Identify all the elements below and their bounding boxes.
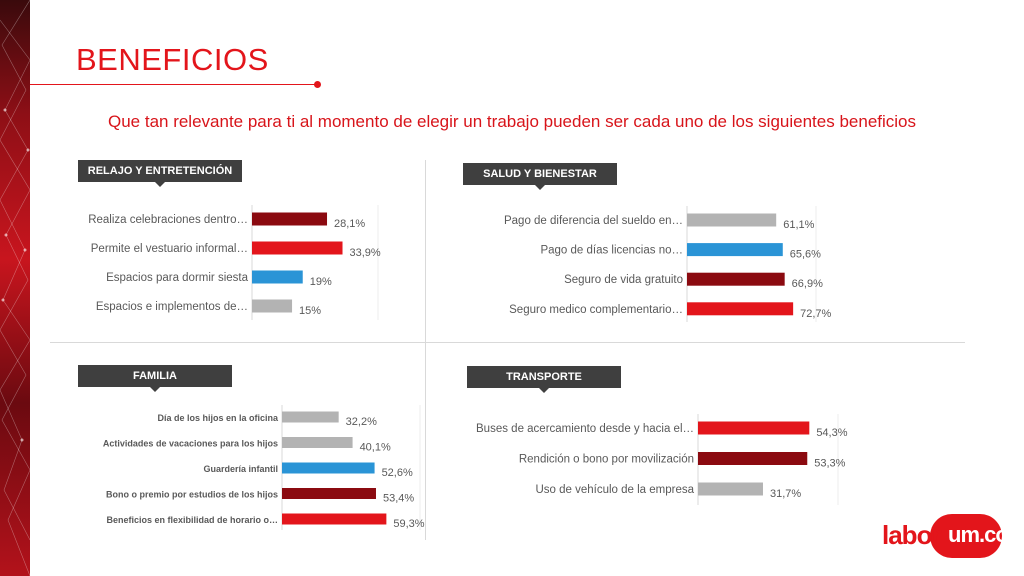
bar-salud-2 (687, 272, 785, 286)
category-label-familia-3: Bono o premio por estudios de los hijos (106, 490, 278, 500)
bar-salud-1 (687, 243, 783, 257)
vertical-divider (425, 160, 426, 540)
value-label-familia-1: 40,1% (360, 442, 391, 454)
value-label-transporte-0: 54,3% (816, 427, 847, 439)
value-label-salud-1: 65,6% (790, 249, 821, 261)
bar-familia-0 (282, 411, 339, 423)
bar-transporte-1 (698, 452, 808, 465)
logo-text-label: labor (882, 520, 942, 550)
bar-transporte-2 (698, 482, 763, 496)
category-label-transporte-2: Uso de vehículo de la empresa (535, 484, 694, 496)
category-label-familia-4: Beneficios en flexibilidad de horario o… (106, 515, 278, 525)
value-label-relajo-0: 28,1% (334, 218, 365, 230)
bar-relajo-1 (252, 241, 343, 255)
horizontal-divider (50, 342, 965, 343)
title-underline (30, 84, 318, 85)
title-underline-dot (314, 81, 321, 88)
value-label-familia-4: 59,3% (393, 518, 424, 530)
logo-text-accent: um.com (948, 522, 1024, 547)
bar-familia-3 (282, 488, 376, 499)
value-label-familia-2: 52,6% (382, 467, 413, 479)
bar-transporte-0 (698, 421, 810, 435)
bar-relajo-2 (252, 270, 303, 284)
value-label-transporte-1: 53,3% (814, 458, 845, 470)
category-label-salud-3: Seguro medico complementario… (509, 304, 683, 316)
value-label-familia-3: 53,4% (383, 493, 414, 505)
category-label-familia-2: Guardería infantil (203, 464, 278, 474)
category-label-transporte-0: Buses de acercamiento desde y hacia el… (476, 423, 694, 435)
category-label-relajo-0: Realiza celebraciones dentro… (88, 214, 248, 226)
category-label-salud-1: Pago de días licencias no… (540, 245, 683, 257)
decorative-side-strip (0, 0, 30, 576)
bar-familia-2 (282, 462, 375, 474)
bar-relajo-3 (252, 299, 293, 313)
category-label-familia-0: Día de los hijos en la oficina (157, 413, 279, 423)
category-label-familia-1: Actividades de vacaciones para los hijos (103, 439, 278, 449)
value-label-salud-2: 66,9% (792, 278, 823, 290)
category-label-relajo-1: Permite el vestuario informal… (91, 243, 248, 255)
category-label-relajo-3: Espacios e implementos de… (96, 301, 248, 313)
page-title: BENEFICIOS (76, 42, 269, 77)
badge-familia: FAMILIA (78, 365, 232, 392)
category-label-salud-2: Seguro de vida gratuito (564, 274, 683, 286)
bar-familia-4 (282, 513, 387, 525)
page-subtitle: Que tan relevante para ti al momento de … (107, 112, 917, 131)
category-label-transporte-1: Rendición o bono por movilización (519, 454, 694, 466)
category-label-relajo-2: Espacios para dormir siesta (106, 272, 248, 284)
category-label-salud-0: Pago de diferencia del sueldo en… (504, 215, 683, 227)
badge-salud: SALUD Y BIENESTAR (463, 163, 617, 190)
logo-blob (930, 514, 1002, 558)
bar-familia-1 (282, 437, 353, 448)
bar-salud-3 (687, 302, 794, 316)
value-label-relajo-2: 19% (310, 276, 332, 288)
badge-relajo: RELAJO Y ENTRETENCIÓN (78, 160, 242, 187)
value-label-salud-0: 61,1% (783, 219, 814, 231)
bar-relajo-0 (252, 212, 328, 226)
value-label-salud-3: 72,7% (800, 308, 831, 320)
value-label-transporte-2: 31,7% (770, 488, 801, 500)
value-label-relajo-1: 33,9% (350, 247, 381, 259)
bar-salud-0 (687, 213, 777, 227)
badge-transporte: TRANSPORTE (467, 366, 621, 393)
value-label-familia-0: 32,2% (346, 416, 377, 428)
laborum-logo: labor um.com (878, 514, 1024, 560)
value-label-relajo-3: 15% (299, 305, 321, 317)
